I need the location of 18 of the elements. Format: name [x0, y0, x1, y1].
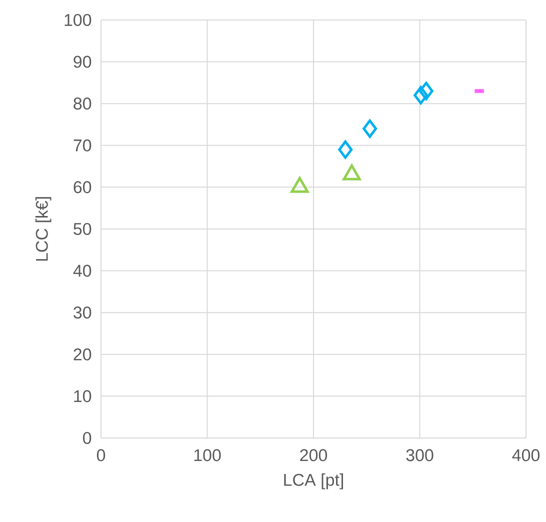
- x-tick-label: 0: [96, 449, 106, 462]
- y-tick-label: 60: [74, 181, 92, 194]
- y-tick-label: 20: [74, 348, 92, 360]
- y-tick-label: 100: [64, 14, 92, 26]
- x-tick-label: 200: [300, 449, 328, 462]
- y-axis-title: LCC [k€]: [35, 197, 52, 261]
- y-tick-label: 50: [74, 222, 92, 236]
- y-tick-label: 80: [74, 98, 92, 110]
- y-tick-label: 90: [74, 56, 92, 68]
- y-tick-label: 30: [74, 306, 92, 319]
- x-tick-label: 300: [406, 449, 434, 462]
- y-tick-label: 0: [83, 432, 92, 444]
- x-axis-title: LCA [pt]: [284, 473, 343, 490]
- x-tick-label: 400: [512, 449, 540, 462]
- y-tick-label: 40: [73, 264, 92, 277]
- y-tick-label: 10: [74, 390, 92, 402]
- x-tick-label: 100: [194, 449, 221, 462]
- y-tick-label: 70: [74, 139, 92, 152]
